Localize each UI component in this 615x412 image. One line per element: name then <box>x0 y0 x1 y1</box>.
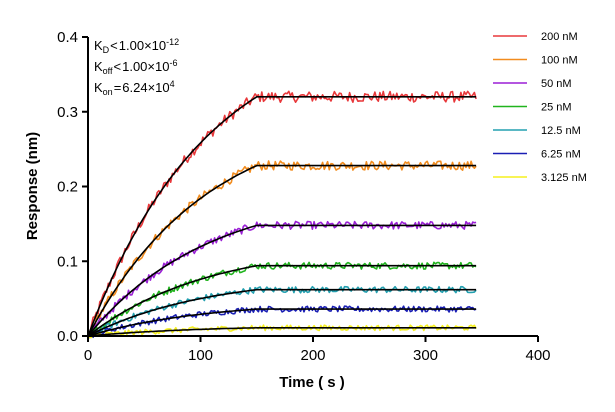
x-ticks: 0 100 200 300 400 <box>84 336 551 364</box>
legend-label: 50 nM <box>541 78 572 90</box>
koff-subscript: off <box>103 66 113 76</box>
x-tick-label: 300 <box>413 347 438 364</box>
y-tick-label: 0.4 <box>57 29 78 46</box>
kon-symbol: K <box>94 80 103 95</box>
kd-subscript: D <box>103 45 110 55</box>
fit-curve <box>87 96 477 337</box>
kon-subscript: on <box>103 87 113 97</box>
axes: 0.0 0.1 0.2 0.3 0.4 0 100 200 300 400 <box>57 29 550 364</box>
fit-curve <box>87 326 477 337</box>
koff-operator: < <box>114 59 122 74</box>
legend-label: 6.25 nM <box>541 149 581 161</box>
legend-label: 25 nM <box>541 102 572 114</box>
y-tick-label: 0.3 <box>57 104 78 121</box>
koff-symbol: K <box>94 59 103 74</box>
y-axis-title: Response (nm) <box>24 132 41 240</box>
kinetics-annotations: KD<1.00×10-12 Koff<1.00×10-6 Kon=6.24×10… <box>94 37 179 97</box>
fit-curve <box>87 288 477 337</box>
kd-mantissa: 1.00×10 <box>119 38 166 53</box>
x-axis-title: Time ( s ) <box>279 374 345 391</box>
legend-label: 200 nM <box>541 31 578 43</box>
koff-mantissa: 1.00×10 <box>122 59 169 74</box>
y-tick-label: 0.1 <box>57 253 78 270</box>
kd-symbol: K <box>94 38 103 53</box>
x-tick-label: 0 <box>84 347 92 364</box>
kon-annotation: Kon=6.24×104 <box>94 79 175 97</box>
kon-mantissa: 6.24×10 <box>122 80 169 95</box>
legend-label: 3.125 nM <box>541 172 587 184</box>
x-tick-label: 200 <box>300 347 325 364</box>
x-tick-label: 400 <box>525 347 550 364</box>
x-tick-label: 100 <box>188 347 213 364</box>
koff-exponent: -6 <box>169 58 177 68</box>
y-tick-label: 0.2 <box>57 179 78 196</box>
fit-layer <box>87 96 477 337</box>
legend-label: 100 nM <box>541 55 578 67</box>
legend-label: 12.5 nM <box>541 125 581 137</box>
kd-annotation: KD<1.00×10-12 <box>94 37 179 55</box>
y-ticks: 0.0 0.1 0.2 0.3 0.4 <box>57 29 88 345</box>
plot-area <box>87 90 477 339</box>
kd-exponent: -12 <box>166 37 179 47</box>
fit-curve <box>87 308 477 337</box>
fit-curve <box>87 264 477 337</box>
fit-curve <box>87 224 477 337</box>
kon-exponent: 4 <box>170 79 175 89</box>
fit-curve <box>87 164 477 337</box>
kon-operator: = <box>114 80 122 95</box>
kd-operator: < <box>110 38 118 53</box>
koff-annotation: Koff<1.00×10-6 <box>94 58 177 76</box>
y-tick-label: 0.0 <box>57 328 78 345</box>
legend: 200 nM 100 nM 50 nM 25 nM 12.5 nM 6.25 nM 3.12… <box>493 31 587 184</box>
